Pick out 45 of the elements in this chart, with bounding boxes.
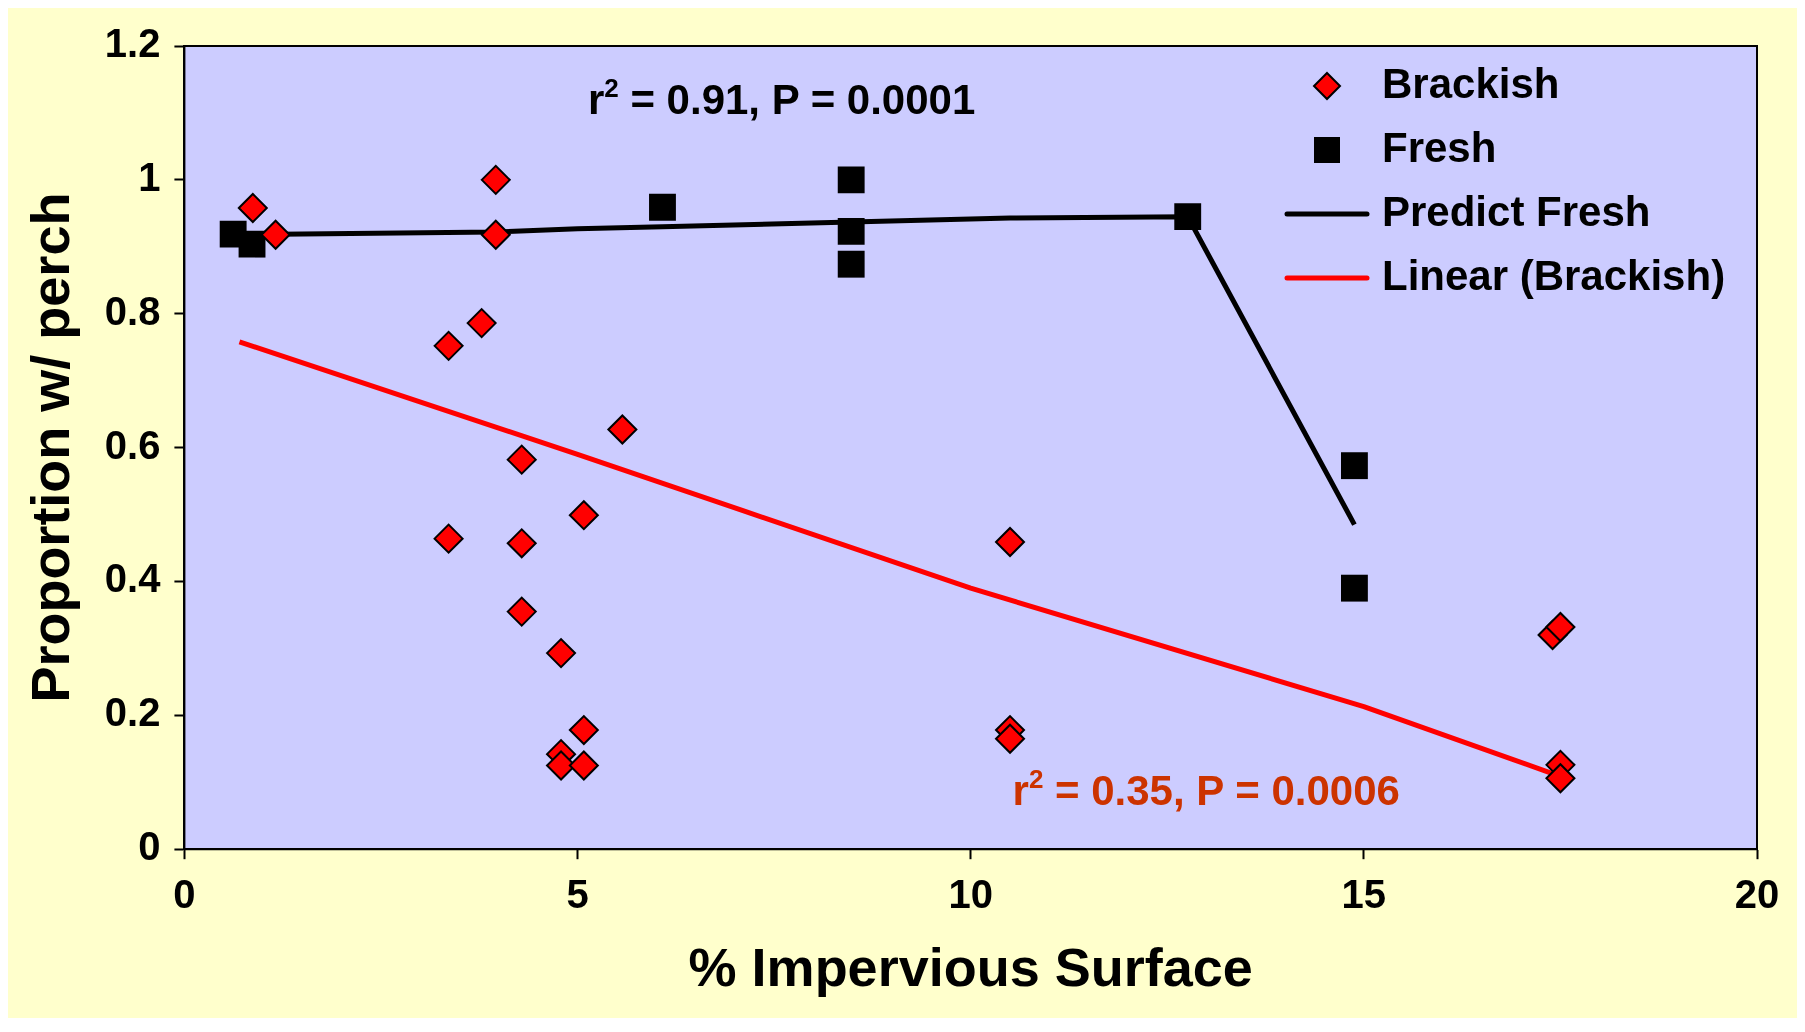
point bbox=[568, 750, 599, 781]
legend-label: Predict Fresh bbox=[1382, 187, 1651, 235]
point bbox=[1340, 452, 1368, 480]
x-tick-label: 20 bbox=[1734, 872, 1780, 917]
y-tick-label: 0.2 bbox=[104, 690, 161, 735]
x-tick-label: 5 bbox=[566, 872, 589, 917]
point bbox=[506, 444, 537, 475]
x-tick-label: 0 bbox=[173, 872, 196, 917]
y-tick-label: 1.2 bbox=[104, 21, 161, 66]
y-axis-title: Proportion w/ perch bbox=[20, 192, 81, 703]
point bbox=[568, 500, 599, 531]
legend-label: Fresh bbox=[1382, 123, 1497, 171]
y-tick-label: 0.8 bbox=[104, 288, 161, 333]
legend-label: Linear (Brackish) bbox=[1382, 251, 1726, 299]
point bbox=[480, 164, 511, 195]
point bbox=[568, 715, 599, 746]
point bbox=[260, 219, 291, 250]
x-tick-label: 15 bbox=[1341, 872, 1387, 917]
x-axis-title: % Impervious Surface bbox=[688, 937, 1253, 998]
point bbox=[649, 193, 676, 221]
point bbox=[995, 723, 1026, 754]
point bbox=[433, 523, 464, 554]
point bbox=[238, 230, 266, 258]
point bbox=[1545, 763, 1576, 794]
y-tick-label: 0 bbox=[138, 824, 161, 869]
x-tick-label: 10 bbox=[948, 872, 993, 917]
point bbox=[607, 414, 638, 445]
point bbox=[837, 217, 865, 245]
point bbox=[506, 596, 537, 627]
point bbox=[995, 526, 1026, 557]
point bbox=[237, 192, 268, 223]
point bbox=[837, 166, 865, 194]
point bbox=[837, 250, 865, 278]
y-tick-label: 0.6 bbox=[104, 422, 161, 467]
point bbox=[480, 219, 511, 250]
point bbox=[1545, 611, 1576, 642]
y-tick-label: 0.4 bbox=[104, 556, 162, 601]
point bbox=[546, 638, 577, 669]
point bbox=[1340, 574, 1368, 602]
point bbox=[506, 528, 537, 559]
point bbox=[1174, 203, 1202, 231]
point bbox=[433, 330, 464, 361]
legend-label: Brackish bbox=[1382, 59, 1560, 107]
point bbox=[466, 308, 497, 339]
y-tick-label: 1 bbox=[138, 154, 161, 199]
